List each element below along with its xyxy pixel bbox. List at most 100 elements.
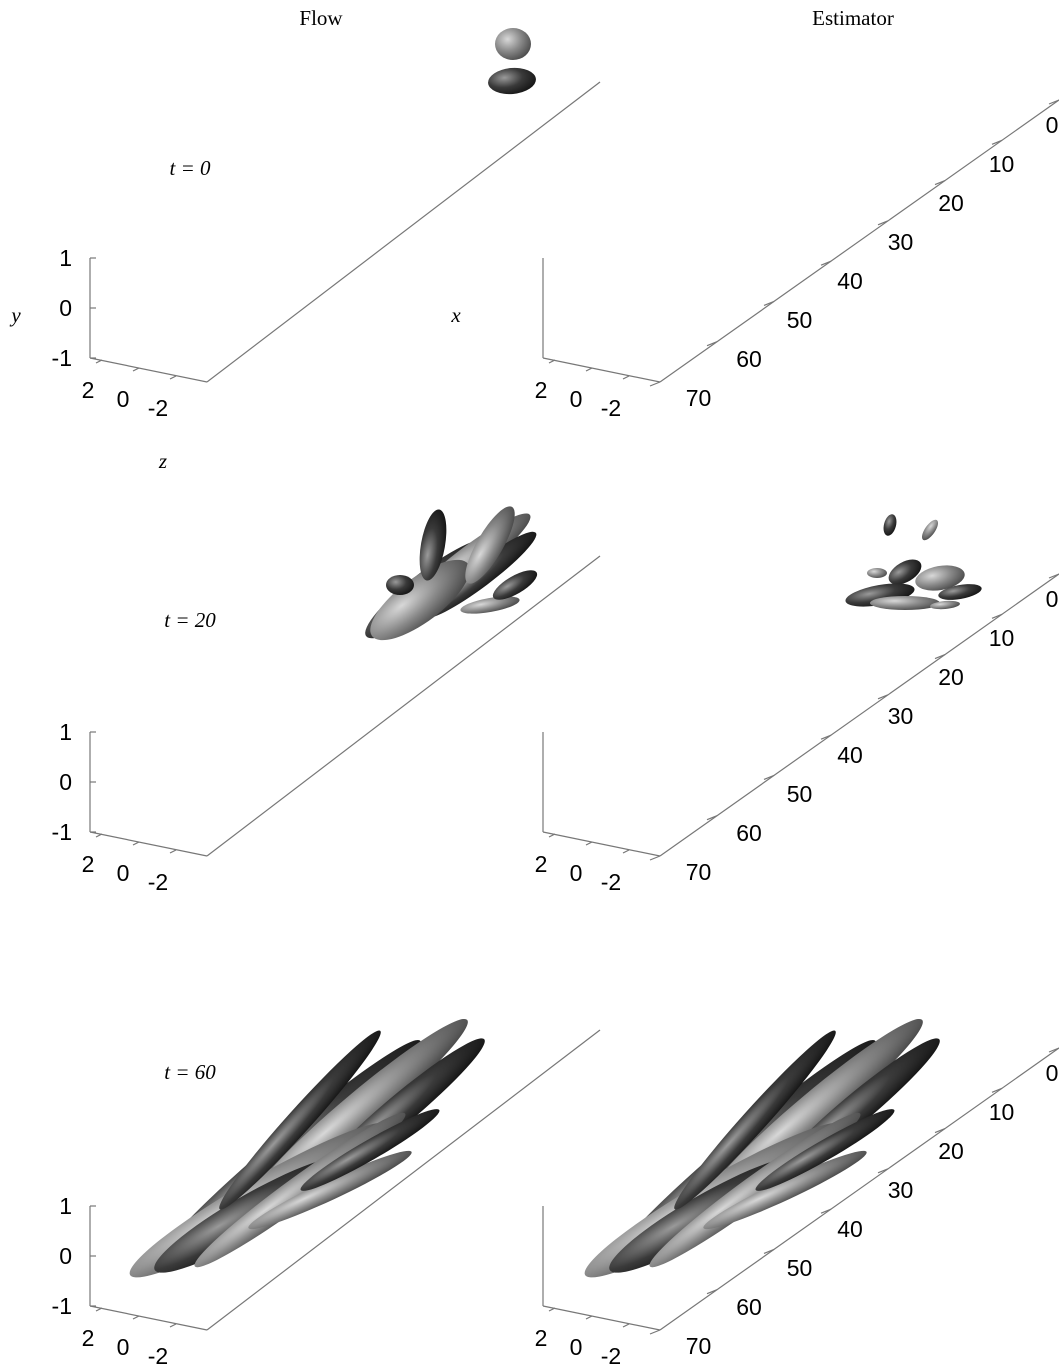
- axis-label: x: [450, 303, 461, 327]
- time-label: t = 20: [164, 608, 216, 632]
- isosurface: [915, 565, 965, 591]
- x-tick-label: 30: [888, 1177, 914, 1203]
- tick-mark: [169, 1323, 177, 1328]
- z-tick-label: -2: [148, 1343, 168, 1369]
- y-tick-label: -1: [52, 345, 72, 371]
- tick-mark: [820, 1208, 832, 1214]
- isosurface: [219, 1030, 381, 1210]
- y-tick-label: 1: [59, 1193, 72, 1219]
- isosurface: [460, 596, 520, 614]
- isosurface: [248, 1150, 412, 1230]
- isosurface: [386, 575, 414, 595]
- z-tick-label: 0: [570, 1334, 583, 1360]
- z-tick-label: 2: [82, 851, 95, 877]
- isosurface: [370, 559, 470, 641]
- tick-mark: [706, 341, 718, 347]
- tick-mark: [132, 367, 140, 372]
- tick-mark: [585, 841, 593, 846]
- axis-line: [206, 1029, 601, 1331]
- z-tick-label: -2: [148, 869, 168, 895]
- x-tick-label: 30: [888, 229, 914, 255]
- isosurface: [703, 1150, 867, 1230]
- x-tick-label: 50: [787, 1255, 813, 1281]
- tick-mark: [548, 833, 556, 838]
- tick-mark: [169, 849, 177, 854]
- tick-mark: [649, 381, 661, 387]
- tick-mark: [763, 774, 775, 780]
- x-tick-label: 0: [1046, 586, 1059, 612]
- z-tick-label: 2: [82, 377, 95, 403]
- axis-line: [542, 1305, 661, 1331]
- y-tick-label: 0: [59, 295, 72, 321]
- x-tick-label: 70: [686, 385, 712, 411]
- column-title: Estimator: [812, 6, 894, 30]
- axis-line: [542, 831, 661, 857]
- axis-label: z: [158, 449, 167, 473]
- isosurface: [492, 570, 538, 600]
- axis-line: [659, 573, 1059, 857]
- tick-mark: [763, 1248, 775, 1254]
- tick-mark: [934, 1128, 946, 1134]
- tick-mark: [622, 849, 630, 854]
- axis-line: [206, 555, 601, 857]
- x-tick-label: 70: [686, 1333, 712, 1359]
- column-title: Flow: [299, 6, 343, 30]
- tick-mark: [132, 1315, 140, 1320]
- axis-line: [89, 357, 208, 383]
- tick-mark: [820, 734, 832, 740]
- z-tick-label: 0: [570, 386, 583, 412]
- y-tick-label: -1: [52, 819, 72, 845]
- tick-mark: [95, 1307, 103, 1312]
- axis-line: [206, 81, 601, 383]
- z-tick-label: 0: [570, 860, 583, 886]
- tick-mark: [95, 359, 103, 364]
- x-tick-label: 0: [1046, 1060, 1059, 1086]
- tick-mark: [169, 375, 177, 380]
- isosurface: [300, 1109, 440, 1191]
- x-tick-label: 20: [938, 664, 964, 690]
- axis-label: y: [9, 303, 21, 327]
- z-tick-label: 0: [117, 860, 130, 886]
- tick-mark: [877, 220, 889, 226]
- isosurface: [870, 596, 940, 610]
- z-tick-label: -2: [601, 1343, 621, 1369]
- isosurface: [930, 600, 960, 610]
- tick-mark: [706, 1289, 718, 1295]
- z-tick-label: 0: [117, 1334, 130, 1360]
- x-tick-label: 20: [938, 1138, 964, 1164]
- time-label: t = 60: [164, 1060, 216, 1084]
- x-tick-label: 10: [989, 151, 1015, 177]
- z-tick-label: -2: [148, 395, 168, 421]
- tick-mark: [991, 1087, 1003, 1093]
- tick-mark: [763, 300, 775, 306]
- tick-mark: [649, 855, 661, 861]
- isosurface: [755, 1109, 895, 1191]
- axis-line: [89, 1305, 208, 1331]
- tick-mark: [877, 694, 889, 700]
- isosurface: [488, 67, 536, 95]
- y-tick-label: 0: [59, 769, 72, 795]
- z-tick-label: 0: [117, 386, 130, 412]
- tick-mark: [820, 260, 832, 266]
- y-tick-label: 1: [59, 245, 72, 271]
- isosurface: [674, 1030, 836, 1210]
- x-tick-label: 60: [736, 1294, 762, 1320]
- isosurface: [495, 28, 531, 60]
- y-tick-label: 1: [59, 719, 72, 745]
- tick-mark: [548, 1307, 556, 1312]
- isosurface: [465, 506, 515, 584]
- z-tick-label: -2: [601, 869, 621, 895]
- y-tick-label: 0: [59, 1243, 72, 1269]
- axis-line: [542, 357, 661, 383]
- x-tick-label: 30: [888, 703, 914, 729]
- isosurface: [888, 559, 922, 585]
- y-tick-label: -1: [52, 1293, 72, 1319]
- x-tick-label: 40: [837, 268, 863, 294]
- tick-mark: [934, 180, 946, 186]
- tick-mark: [548, 359, 556, 364]
- z-tick-label: -2: [601, 395, 621, 421]
- z-tick-label: 2: [82, 1325, 95, 1351]
- tick-mark: [585, 367, 593, 372]
- tick-mark: [622, 375, 630, 380]
- tick-mark: [991, 139, 1003, 145]
